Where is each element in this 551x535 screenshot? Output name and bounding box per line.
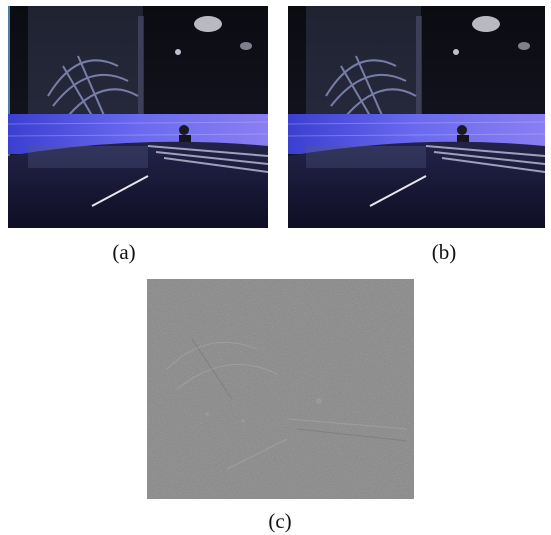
difference-noise: [147, 279, 414, 499]
studio-scene-a: [8, 6, 268, 228]
frame-b-image: [288, 6, 545, 228]
caption-c: (c): [268, 509, 292, 533]
frame-a-image: [8, 6, 268, 228]
caption-b: (b): [431, 240, 457, 264]
studio-scene-b: [288, 6, 545, 228]
difference-image: [147, 279, 414, 499]
caption-a: (a): [112, 240, 136, 264]
